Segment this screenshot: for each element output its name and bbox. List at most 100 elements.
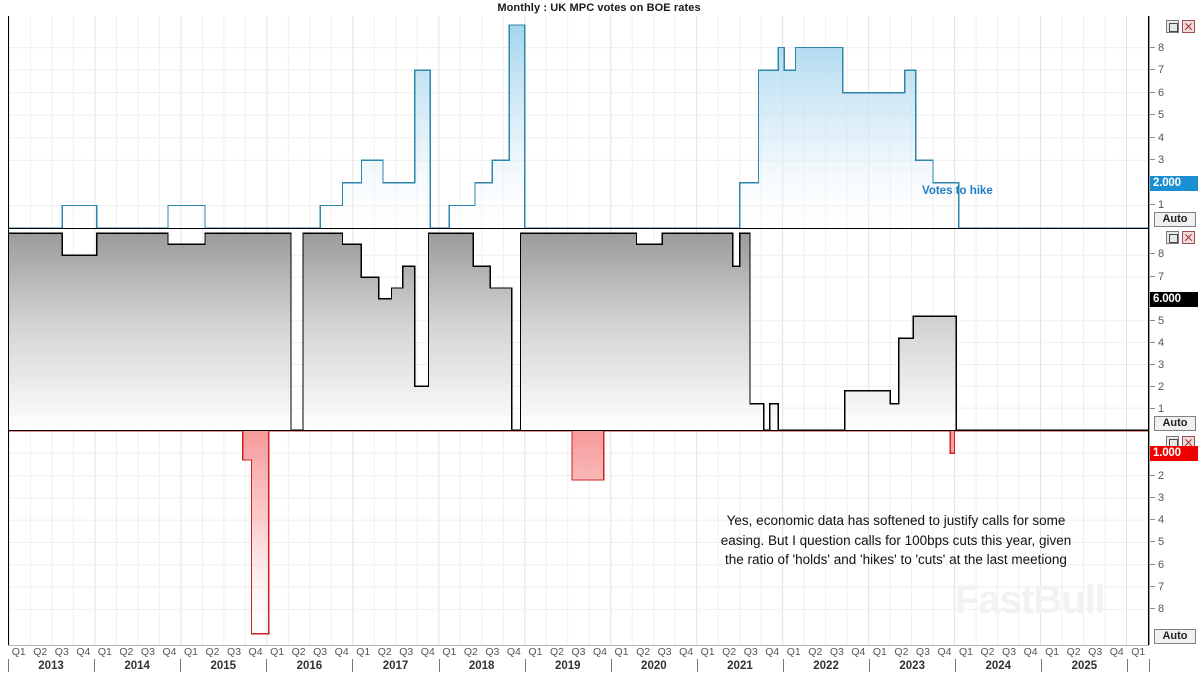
x-axis-quarter-label: Q4 xyxy=(1109,646,1124,658)
minimize-icon[interactable] xyxy=(1166,231,1179,244)
axis-hike[interactable]: 8 7 6 5 4 3 1 2.000 Auto xyxy=(1149,16,1198,228)
tick-mark xyxy=(1150,586,1155,588)
x-axis-quarter-label: Q2 xyxy=(1066,646,1081,658)
x-axis-quarter-label: Q3 xyxy=(227,646,242,658)
tick-label: 8 xyxy=(1158,603,1165,616)
tick-mark xyxy=(1150,474,1155,476)
x-axis-quarter-label: Q1 xyxy=(528,646,543,658)
axis-tick-hold-1: 1 xyxy=(1150,403,1198,415)
auto-button-hike[interactable]: Auto xyxy=(1154,212,1196,227)
tick-mark xyxy=(1150,159,1155,161)
axis-hold[interactable]: 8 7 5 4 3 2 1 6.000 Auto xyxy=(1149,228,1198,431)
page-title: Monthly : UK MPC votes on BOE rates xyxy=(497,2,701,14)
axis-tick-cut-4: 4 xyxy=(1150,514,1198,526)
auto-button-cut[interactable]: Auto xyxy=(1154,629,1196,644)
axis-tick-hold-7: 7 xyxy=(1150,271,1198,283)
tick-mark xyxy=(1150,341,1155,343)
axis-tick-cut-6: 6 xyxy=(1150,559,1198,571)
panel-votes-to-hike: 8 7 6 5 4 3 1 2.000 Auto Votes to hike xyxy=(0,16,1198,228)
x-axis-quarter-label: Q4 xyxy=(420,646,435,658)
chart-annotation: Yes, economic data has softened to justi… xyxy=(690,511,1102,570)
axis-cut[interactable]: 12345678 1.000 Auto xyxy=(1149,431,1198,645)
x-axis-year-separator xyxy=(352,659,354,672)
tick-label: 5 xyxy=(1158,109,1165,122)
x-axis-quarter-label: Q1 xyxy=(270,646,285,658)
tick-mark xyxy=(1150,319,1155,321)
x-axis-quarter-label: Q3 xyxy=(743,646,758,658)
x-axis-quarter-label: Q4 xyxy=(851,646,866,658)
tick-mark xyxy=(1150,275,1155,277)
axis-tick-hike-4: 4 xyxy=(1150,132,1198,144)
x-axis-quarter-label: Q2 xyxy=(636,646,651,658)
x-axis-year-label: 2025 xyxy=(1071,660,1098,672)
tick-mark xyxy=(1150,608,1155,610)
x-axis-year-label: 2024 xyxy=(985,660,1012,672)
axis-tick-hold-2: 2 xyxy=(1150,381,1198,393)
x-axis-quarter-label: Q4 xyxy=(162,646,177,658)
x-axis-quarter-label: Q1 xyxy=(1045,646,1060,658)
x-axis-quarter-label: Q1 xyxy=(183,646,198,658)
x-axis-year-separator xyxy=(524,659,526,672)
tick-label: 4 xyxy=(1158,336,1165,349)
tick-mark xyxy=(1150,204,1155,206)
x-axis-quarter-label: Q2 xyxy=(377,646,392,658)
plot-area-hike[interactable] xyxy=(8,16,1149,228)
axis-tick-hold-8: 8 xyxy=(1150,248,1198,260)
x-axis-year-separator xyxy=(696,659,698,672)
x-axis-year-separator xyxy=(783,659,785,672)
minimize-icon[interactable] xyxy=(1166,20,1179,33)
x-axis-year-separator xyxy=(266,659,268,672)
x-axis-quarter-label: Q4 xyxy=(765,646,780,658)
x-axis-quarter-label: Q3 xyxy=(485,646,500,658)
x-axis-quarter-label: Q3 xyxy=(1088,646,1103,658)
tick-mark xyxy=(1150,496,1155,498)
x-axis-year-label: 2016 xyxy=(296,660,323,672)
x-axis-quarter-label: Q3 xyxy=(313,646,328,658)
x-axis-quarter-label: Q2 xyxy=(980,646,995,658)
x-axis-year-separator xyxy=(610,659,612,672)
x-axis-quarter-label: Q1 xyxy=(1131,646,1146,658)
close-icon[interactable] xyxy=(1182,20,1195,33)
tick-label: 8 xyxy=(1158,41,1165,54)
x-axis-quarter-label: Q4 xyxy=(76,646,91,658)
watermark: FastBull xyxy=(955,578,1106,622)
close-icon[interactable] xyxy=(1182,231,1195,244)
x-axis-quarter-label: Q1 xyxy=(356,646,371,658)
x-axis-quarter-label: Q3 xyxy=(915,646,930,658)
price-tag-hold: 6.000 xyxy=(1150,291,1198,307)
x-axis-quarter-label: Q4 xyxy=(679,646,694,658)
tick-label: 7 xyxy=(1158,270,1165,283)
x-axis-year-label: 2014 xyxy=(124,660,150,672)
plot-area-cut[interactable] xyxy=(8,431,1149,645)
tick-label: 4 xyxy=(1158,131,1165,144)
axis-tick-hike-1: 1 xyxy=(1150,199,1198,211)
axis-tick-cut-5: 5 xyxy=(1150,536,1198,548)
tick-label: 3 xyxy=(1158,491,1165,504)
annotation-line-3: the ratio of 'holds' and 'hikes' to 'cut… xyxy=(725,552,1067,567)
x-axis[interactable]: Q1 Q2 Q3 Q4 2013 Q1 Q2 Q3 Q4 2014 Q1 Q2 Q3 Q4 2015 Q1 Q2… xyxy=(0,645,1198,673)
x-axis-quarter-label: Q2 xyxy=(549,646,564,658)
x-axis-quarter-label: Q2 xyxy=(291,646,306,658)
tick-label: 6 xyxy=(1158,86,1165,99)
tick-mark xyxy=(1150,253,1155,255)
x-axis-quarter-label: Q1 xyxy=(786,646,801,658)
x-axis-quarter-label: Q2 xyxy=(119,646,134,658)
annotation-line-2: easing. But I question calls for 100bps … xyxy=(720,532,1072,548)
x-axis-quarter-label: Q2 xyxy=(894,646,909,658)
x-axis-quarter-label: Q1 xyxy=(958,646,973,658)
tick-mark xyxy=(1150,46,1155,48)
tick-mark xyxy=(1150,91,1155,93)
panel-controls-hold xyxy=(1166,231,1196,244)
plot-area-hold[interactable] xyxy=(8,228,1149,431)
x-axis-quarter-label: Q3 xyxy=(657,646,672,658)
x-axis-quarter-label: Q2 xyxy=(808,646,823,658)
axis-tick-hike-7: 7 xyxy=(1150,64,1198,76)
auto-button-hold[interactable]: Auto xyxy=(1154,416,1196,431)
x-axis-quarter-label: Q3 xyxy=(54,646,69,658)
x-axis-quarter-label: Q3 xyxy=(571,646,586,658)
x-axis-quarter-label: Q4 xyxy=(593,646,608,658)
axis-tick-hike-8: 8 xyxy=(1150,42,1198,54)
x-axis-quarter-label: Q4 xyxy=(248,646,263,658)
